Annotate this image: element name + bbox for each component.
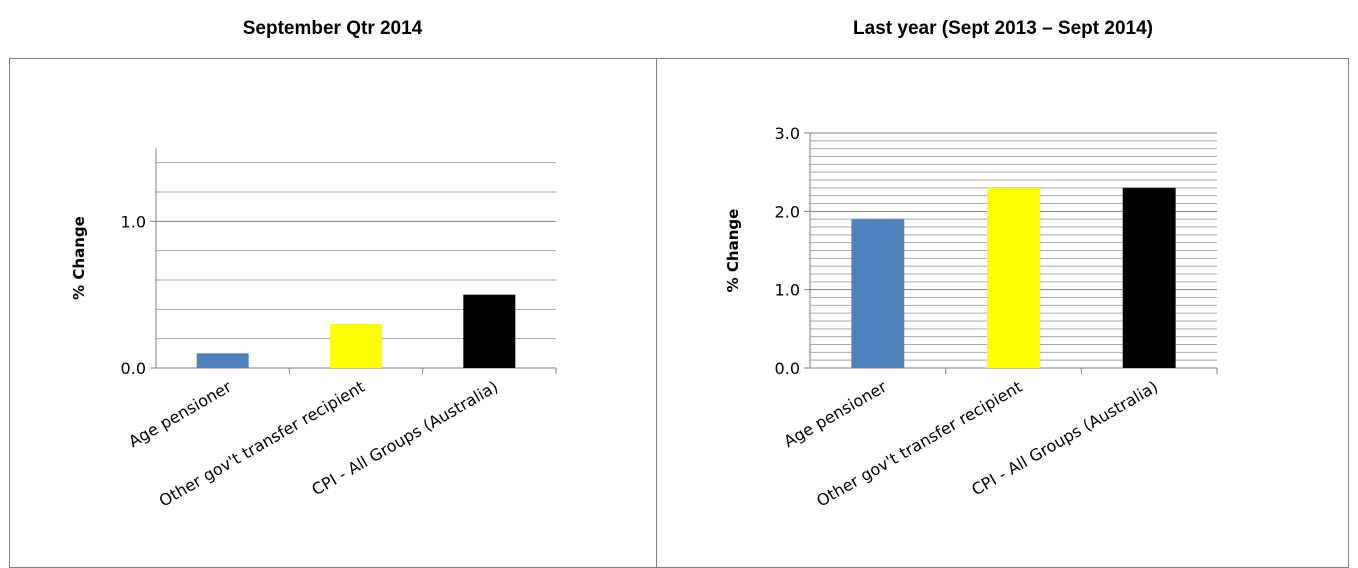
bar-right-3 xyxy=(1122,187,1176,368)
bar-right-1 xyxy=(851,219,905,368)
category-label-left: Other gov't transfer recipient xyxy=(156,377,368,511)
bar-left-1 xyxy=(196,353,249,368)
y-tick-label-left: 1.0 xyxy=(121,212,146,231)
y-tick-label-right: 1.0 xyxy=(775,281,800,300)
category-label-left: Age pensioner xyxy=(125,377,235,451)
y-tick-label-right: 2.0 xyxy=(775,202,800,221)
y-tick-label-right: 0.0 xyxy=(775,359,800,378)
y-axis-label-right: % Change xyxy=(724,209,742,293)
y-axis-label-left: % Change xyxy=(70,216,88,300)
bar-left-2 xyxy=(330,324,382,368)
y-tick-label-right: 3.0 xyxy=(775,124,800,143)
chart-title-left: September Qtr 2014 xyxy=(242,18,423,39)
bar-left-3 xyxy=(463,294,516,368)
category-label-right: Age pensioner xyxy=(780,377,890,451)
y-tick-label-left: 0.0 xyxy=(121,359,146,378)
chart-title-right: Last year (Sept 2013 – Sept 2014) xyxy=(853,18,1153,39)
bar-right-2 xyxy=(987,187,1040,368)
